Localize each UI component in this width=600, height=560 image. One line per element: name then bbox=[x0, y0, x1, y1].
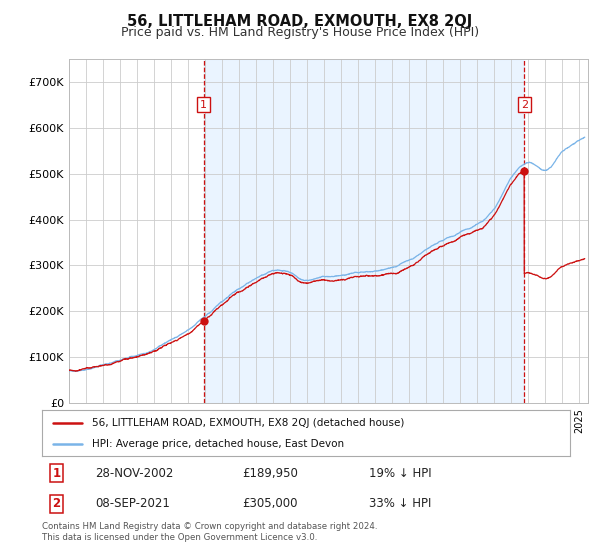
Text: Contains HM Land Registry data © Crown copyright and database right 2024.: Contains HM Land Registry data © Crown c… bbox=[42, 522, 377, 531]
Text: 28-NOV-2002: 28-NOV-2002 bbox=[95, 467, 173, 480]
Text: This data is licensed under the Open Government Licence v3.0.: This data is licensed under the Open Gov… bbox=[42, 533, 317, 542]
Text: 2: 2 bbox=[521, 100, 528, 110]
Text: 1: 1 bbox=[53, 467, 61, 480]
Text: 19% ↓ HPI: 19% ↓ HPI bbox=[370, 467, 432, 480]
Text: 2: 2 bbox=[53, 497, 61, 510]
Text: 33% ↓ HPI: 33% ↓ HPI bbox=[370, 497, 432, 510]
Bar bbox=[204, 59, 524, 403]
Text: Price paid vs. HM Land Registry's House Price Index (HPI): Price paid vs. HM Land Registry's House … bbox=[121, 26, 479, 39]
Text: HPI: Average price, detached house, East Devon: HPI: Average price, detached house, East… bbox=[92, 439, 344, 449]
Text: £305,000: £305,000 bbox=[242, 497, 298, 510]
Text: 1: 1 bbox=[200, 100, 207, 110]
Text: 56, LITTLEHAM ROAD, EXMOUTH, EX8 2QJ (detached house): 56, LITTLEHAM ROAD, EXMOUTH, EX8 2QJ (de… bbox=[92, 418, 404, 428]
Text: 56, LITTLEHAM ROAD, EXMOUTH, EX8 2QJ: 56, LITTLEHAM ROAD, EXMOUTH, EX8 2QJ bbox=[127, 14, 473, 29]
Text: 08-SEP-2021: 08-SEP-2021 bbox=[95, 497, 170, 510]
Text: £189,950: £189,950 bbox=[242, 467, 299, 480]
